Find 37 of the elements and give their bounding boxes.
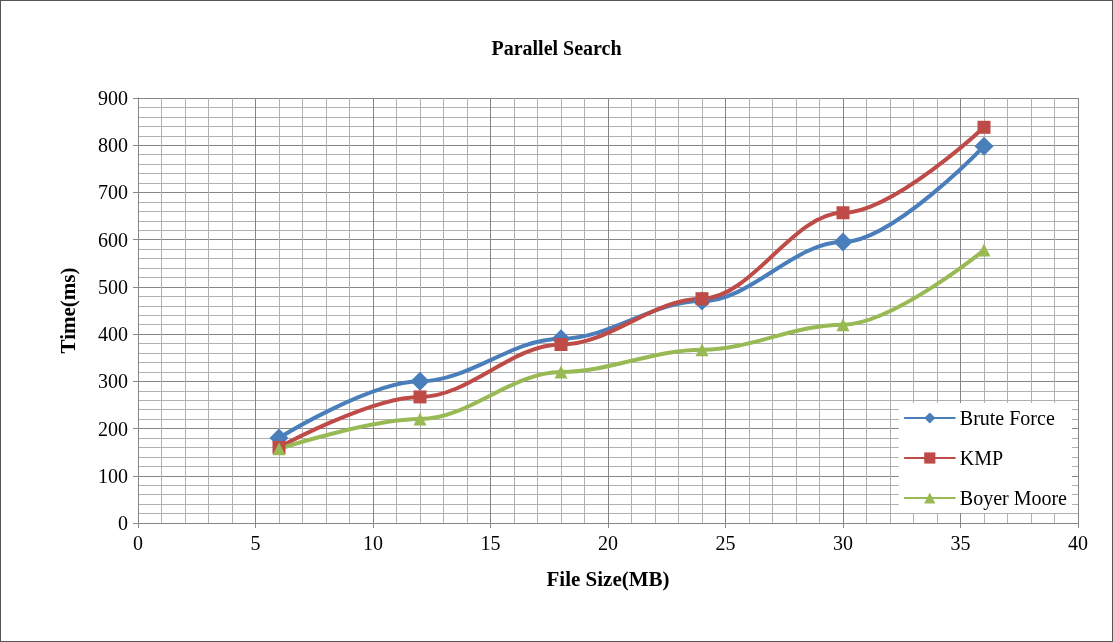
point (977, 120, 991, 134)
point (836, 206, 850, 220)
x-tick-label: 40 (1068, 532, 1088, 554)
point (554, 338, 568, 351)
point (413, 412, 427, 426)
legend-label: KMP (959, 447, 1004, 469)
x-tick-label: 30 (833, 532, 853, 554)
point (833, 232, 853, 252)
x-tick-label: 35 (950, 532, 971, 554)
x-tick-label: 10 (363, 532, 383, 554)
chart-title: Parallel Search (491, 37, 622, 59)
point (977, 243, 991, 257)
point (695, 343, 709, 357)
x-tick-label: 0 (133, 532, 143, 554)
point (554, 365, 568, 379)
x-tick-label: 20 (598, 532, 618, 554)
y-axis-title: Time(ms) (55, 267, 80, 354)
y-tick-label: 700 (98, 181, 128, 204)
x-axis-title: File Size(MB) (546, 566, 670, 591)
point (836, 318, 850, 332)
x-tick-label: 15 (480, 532, 501, 554)
y-tick-label: 800 (98, 134, 128, 157)
point (410, 371, 430, 391)
y-tick-label: 900 (98, 87, 128, 109)
y-tick-label: 0 (118, 512, 128, 534)
y-tick-label: 600 (98, 228, 128, 251)
legend-label: Brute Force (959, 407, 1055, 429)
x-tick-label: 5 (250, 532, 261, 554)
point (974, 136, 994, 156)
y-tick-label: 200 (98, 417, 128, 440)
x-tick-label: 25 (715, 532, 736, 554)
y-tick-label: 300 (98, 370, 128, 393)
legend-label: Boyer Moore (959, 487, 1068, 510)
point (413, 390, 427, 404)
y-tick-label: 400 (98, 323, 128, 346)
y-tick-label: 100 (98, 464, 128, 487)
y-tick-label: 500 (98, 275, 128, 298)
